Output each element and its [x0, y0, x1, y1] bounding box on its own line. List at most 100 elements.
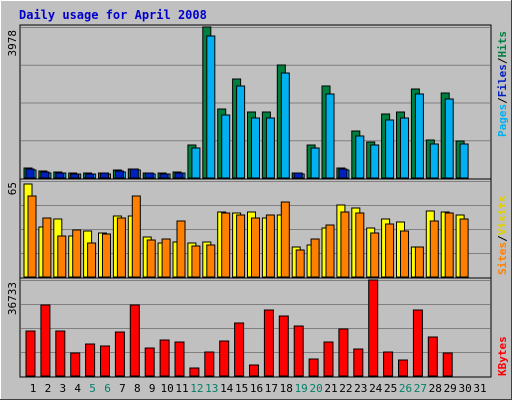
bar-sites-day-12: [191, 245, 201, 278]
bar-files-day-14: [221, 114, 231, 179]
bar-kbytes-day-7: [114, 331, 125, 377]
bar-kbytes-day-12: [189, 367, 200, 377]
bar-files-day-29: [444, 98, 454, 179]
bar-files-day-18: [280, 72, 290, 179]
legend-pages: Pages: [496, 104, 509, 137]
bar-kbytes-day-27: [412, 309, 423, 377]
bar-sites-day-6: [102, 233, 111, 278]
x-tick-label: 25: [384, 382, 397, 395]
bar-kbytes-day-25: [383, 351, 394, 377]
bar-kbytes-day-22: [338, 328, 349, 377]
bar-kbytes-day-29: [442, 352, 453, 377]
bar-files-day-12: [191, 147, 201, 179]
bar-sites-day-1: [27, 195, 37, 278]
bar-sites-day-9: [146, 239, 156, 278]
bar-kbytes-day-21: [323, 341, 334, 377]
x-tick-label: 22: [339, 382, 352, 395]
bar-sites-day-15: [236, 214, 246, 278]
bar-pages-day-8: [129, 168, 139, 179]
bar-pages-day-1: [25, 168, 35, 179]
legend-sites: Sites: [496, 242, 509, 275]
hits-panel-max-label: 3978: [6, 30, 19, 57]
bar-sites-day-8: [131, 195, 141, 278]
bar-kbytes-day-15: [234, 322, 245, 377]
x-tick-label: 11: [175, 382, 188, 395]
x-tick-label: 5: [89, 382, 96, 395]
legend-hits-files-pages: Pages/Files/Hits: [496, 31, 509, 137]
x-tick-label: 23: [354, 382, 367, 395]
kbytes-panel-max-label: 36733: [6, 282, 19, 315]
bar-sites-day-14: [221, 212, 231, 278]
bar-files-day-17: [265, 117, 275, 179]
bar-kbytes-day-24: [368, 279, 379, 377]
x-tick-label: 17: [265, 382, 278, 395]
bar-kbytes-day-16: [249, 364, 259, 377]
bar-pages-day-19: [293, 172, 303, 179]
legend-kbytes: KBytes: [496, 336, 509, 376]
bar-pages-day-22: [338, 168, 348, 179]
x-tick-label: 3: [59, 382, 66, 395]
bar-files-day-16: [251, 117, 260, 179]
bar-kbytes-day-6: [100, 345, 110, 377]
chart-title: Daily usage for April 2008: [19, 8, 207, 22]
bar-sites-day-10: [161, 238, 171, 278]
bar-files-day-13: [206, 35, 216, 179]
legend-sites-visits: Sites/Visits: [496, 196, 509, 276]
x-tick-label: 6: [104, 382, 111, 395]
x-tick-label: 19: [295, 382, 308, 395]
bar-sites-day-4: [72, 229, 82, 278]
bar-files-day-28: [429, 143, 439, 179]
bar-sites-day-16: [251, 217, 260, 278]
bar-sites-day-3: [57, 235, 67, 278]
x-tick-label: 24: [369, 382, 383, 395]
x-tick-label: 16: [250, 382, 263, 395]
x-tick-label: 15: [235, 382, 248, 395]
x-tick-label: 7: [119, 382, 126, 395]
bar-pages-day-10: [159, 173, 169, 179]
bar-kbytes-day-18: [278, 315, 289, 377]
bar-files-day-21: [325, 93, 335, 179]
bar-pages-day-4: [70, 173, 80, 179]
bar-sites-day-17: [265, 214, 275, 278]
x-tick-label: 12: [190, 382, 203, 395]
bar-kbytes-day-4: [70, 352, 81, 377]
x-tick-label: 29: [444, 382, 457, 395]
bar-sites-day-2: [42, 217, 52, 278]
bar-kbytes-day-20: [308, 358, 319, 377]
visits-panel-max-label: 65: [6, 182, 19, 195]
bar-files-day-20: [310, 147, 320, 179]
bar-files-day-27: [414, 93, 424, 179]
bar-sites-day-26: [400, 230, 409, 278]
bar-kbytes-day-5: [85, 343, 96, 377]
x-tick-label: 9: [149, 382, 156, 395]
bar-kbytes-day-10: [159, 339, 170, 377]
x-tick-label: 27: [414, 382, 427, 395]
bar-files-day-26: [400, 117, 409, 179]
bar-kbytes-day-1: [25, 330, 36, 377]
x-tick-labels: 1 2 3 4 5 6 7 8 9 10 11 12 13 14 15 16 17 18 19 20 21 22 23 24 2…: [30, 382, 487, 395]
x-tick-label: 13: [205, 382, 218, 395]
bar-kbytes-day-28: [427, 336, 438, 377]
bar-sites-day-18: [280, 201, 290, 278]
x-tick-label: 28: [429, 382, 442, 395]
legend-sep-2: /: [496, 57, 509, 64]
bar-sites-day-13: [206, 244, 216, 278]
bar-pages-day-6: [100, 172, 109, 179]
bar-pages-day-2: [40, 171, 50, 179]
bar-kbytes-day-23: [353, 348, 364, 377]
bar-kbytes-day-13: [204, 351, 215, 377]
x-tick-label: 4: [74, 382, 81, 395]
bar-sites-day-11: [176, 220, 186, 278]
bar-kbytes-day-26: [398, 359, 408, 377]
bar-sites-day-7: [116, 217, 126, 278]
legend-hits: Hits: [496, 31, 509, 58]
bar-pages-day-5: [85, 173, 95, 179]
bar-sites-day-5: [87, 242, 97, 278]
bar-sites-day-25: [385, 223, 395, 278]
bar-kbytes-day-11: [174, 341, 185, 377]
bar-sites-day-30: [459, 218, 469, 278]
x-tick-label: 26: [399, 382, 412, 395]
bar-sites-day-23: [355, 212, 365, 278]
x-tick-label: 10: [160, 382, 173, 395]
